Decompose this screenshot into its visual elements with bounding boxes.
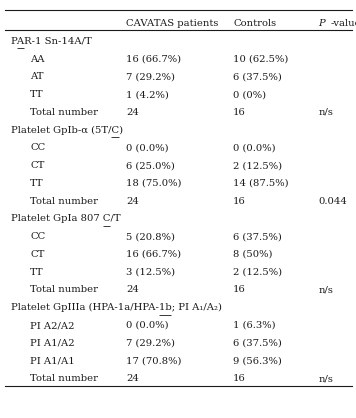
Text: 5 (20.8%): 5 (20.8%): [126, 232, 176, 241]
Text: 1 (6.3%): 1 (6.3%): [233, 321, 276, 330]
Text: Platelet GpIb-α (5T/C): Platelet GpIb-α (5T/C): [11, 125, 123, 135]
Text: CT: CT: [30, 161, 44, 170]
Text: TT: TT: [30, 179, 44, 188]
Text: 16: 16: [233, 375, 246, 383]
Text: 24: 24: [126, 285, 139, 295]
Text: PI A1/A1: PI A1/A1: [30, 357, 75, 366]
Text: 0 (0.0%): 0 (0.0%): [233, 143, 276, 153]
Text: 0.044: 0.044: [319, 196, 347, 206]
Text: 6 (37.5%): 6 (37.5%): [233, 339, 282, 348]
Text: n/s: n/s: [319, 285, 334, 295]
Text: 16: 16: [233, 285, 246, 295]
Text: TT: TT: [30, 90, 44, 99]
Text: CC: CC: [30, 232, 46, 241]
Text: 0 (0%): 0 (0%): [233, 90, 266, 99]
Text: AA: AA: [30, 54, 45, 64]
Text: 16 (66.7%): 16 (66.7%): [126, 54, 182, 64]
Text: CAVATAS patients: CAVATAS patients: [126, 19, 219, 28]
Text: PAR-1 Sn-14A/T: PAR-1 Sn-14A/T: [11, 37, 91, 46]
Text: 16: 16: [233, 108, 246, 117]
Text: 16 (66.7%): 16 (66.7%): [126, 250, 182, 259]
Text: Total number: Total number: [30, 108, 98, 117]
Text: 24: 24: [126, 108, 139, 117]
Text: 9 (56.3%): 9 (56.3%): [233, 357, 282, 366]
Text: Platelet GpIa 807 C/T: Platelet GpIa 807 C/T: [11, 214, 120, 224]
Text: 10 (62.5%): 10 (62.5%): [233, 54, 289, 64]
Text: 0 (0.0%): 0 (0.0%): [126, 143, 169, 153]
Text: 7 (29.2%): 7 (29.2%): [126, 72, 176, 82]
Text: PI A2/A2: PI A2/A2: [30, 321, 75, 330]
Text: n/s: n/s: [319, 108, 334, 117]
Text: TT: TT: [30, 268, 44, 277]
Text: -value: -value: [330, 19, 356, 28]
Text: CC: CC: [30, 143, 46, 153]
Text: 18 (75.0%): 18 (75.0%): [126, 179, 182, 188]
Text: 6 (37.5%): 6 (37.5%): [233, 72, 282, 82]
Text: PI A1/A2: PI A1/A2: [30, 339, 75, 348]
Text: Total number: Total number: [30, 196, 98, 206]
Text: 16: 16: [233, 196, 246, 206]
Text: n/s: n/s: [319, 375, 334, 383]
Text: 0 (0.0%): 0 (0.0%): [126, 321, 169, 330]
Text: 1 (4.2%): 1 (4.2%): [126, 90, 169, 99]
Text: P: P: [319, 19, 325, 28]
Text: Controls: Controls: [233, 19, 276, 28]
Text: 24: 24: [126, 375, 139, 383]
Text: 8 (50%): 8 (50%): [233, 250, 273, 259]
Text: 2 (12.5%): 2 (12.5%): [233, 161, 282, 170]
Text: CT: CT: [30, 250, 44, 259]
Text: 7 (29.2%): 7 (29.2%): [126, 339, 176, 348]
Text: Total number: Total number: [30, 285, 98, 295]
Text: 2 (12.5%): 2 (12.5%): [233, 268, 282, 277]
Text: Platelet GpIIIa (HPA-1a/HPA-1b; PI A₁/A₂): Platelet GpIIIa (HPA-1a/HPA-1b; PI A₁/A₂…: [11, 303, 222, 312]
Text: 17 (70.8%): 17 (70.8%): [126, 357, 182, 366]
Text: AT: AT: [30, 72, 44, 82]
Text: 3 (12.5%): 3 (12.5%): [126, 268, 176, 277]
Text: Total number: Total number: [30, 375, 98, 383]
Text: 24: 24: [126, 196, 139, 206]
Text: 6 (37.5%): 6 (37.5%): [233, 232, 282, 241]
Text: 14 (87.5%): 14 (87.5%): [233, 179, 289, 188]
Text: 6 (25.0%): 6 (25.0%): [126, 161, 175, 170]
